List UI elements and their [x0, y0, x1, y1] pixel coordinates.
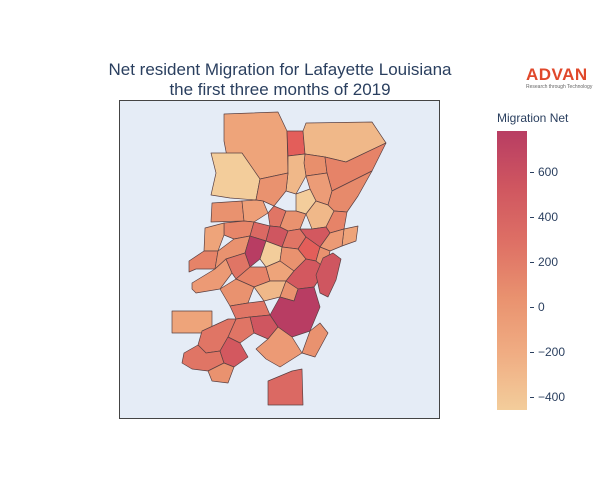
- colorbar-tick-label: 400: [538, 209, 559, 224]
- colorbar-tick: 200: [530, 255, 558, 269]
- colorbar-tick-label: −200: [538, 344, 566, 359]
- advan-logo: ADVAN Research through Technology: [526, 65, 596, 91]
- choropleth-map[interactable]: [120, 101, 440, 419]
- chart-title: Net resident Migration for Lafayette Lou…: [108, 60, 452, 79]
- tract[interactable]: [188, 250, 219, 273]
- logo-tagline: Research through Technology: [526, 84, 593, 90]
- tract[interactable]: [319, 228, 345, 252]
- tract[interactable]: [191, 258, 233, 294]
- colorbar-tick: −400: [530, 390, 565, 404]
- colorbar-tick-label: 0: [538, 299, 545, 314]
- tract[interactable]: [207, 362, 235, 384]
- tract[interactable]: [219, 278, 255, 307]
- colorbar-tick-label: 200: [538, 254, 559, 269]
- tract[interactable]: [210, 200, 245, 223]
- tract[interactable]: [241, 199, 269, 223]
- map-panel[interactable]: [119, 100, 440, 419]
- tract[interactable]: [203, 222, 225, 252]
- colorbar-tick: 600: [530, 165, 558, 179]
- tract[interactable]: [255, 326, 303, 368]
- tract[interactable]: [210, 152, 261, 201]
- colorbar-tick: 400: [530, 210, 558, 224]
- colorbar-tick: 0: [530, 300, 545, 314]
- colorbar-tick-label: −400: [538, 389, 566, 404]
- tract[interactable]: [341, 225, 359, 247]
- tract[interactable]: [286, 130, 306, 157]
- colorbar-tick: −200: [530, 345, 565, 359]
- logo-wordmark: ADVAN: [526, 65, 588, 84]
- tract[interactable]: [303, 153, 328, 177]
- tract[interactable]: [267, 368, 304, 406]
- tract[interactable]: [301, 322, 329, 358]
- colorbar-tick-label: 600: [538, 164, 559, 179]
- tract[interactable]: [315, 252, 342, 298]
- tract[interactable]: [285, 153, 307, 195]
- chart-subtitle: the first three months of 2019: [169, 80, 391, 99]
- colorbar-title: Migration Net: [497, 111, 569, 125]
- colorbar: [497, 131, 527, 410]
